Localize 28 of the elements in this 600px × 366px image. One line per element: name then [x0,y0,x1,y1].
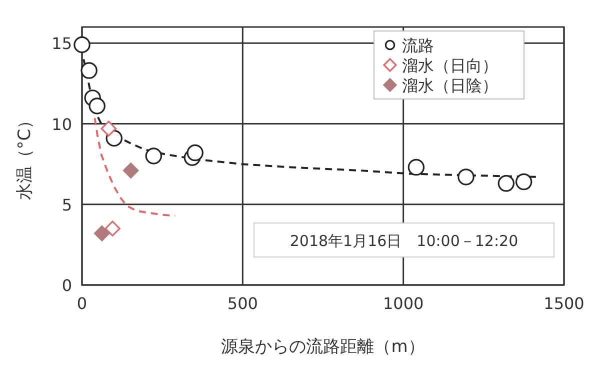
y-tick-label: 10 [52,114,72,134]
legend-label: 溜水（日陰） [402,76,498,95]
note-box: 2018年1月16日 10:00－12:20 [254,222,554,258]
x-tick-label: 500 [227,294,258,313]
point [74,36,90,54]
point [458,168,474,186]
x-tick-label: 1500 [544,294,584,313]
point [186,144,204,162]
point [94,225,110,242]
x-axis-title: 源泉からの流路距離（m） [221,337,425,357]
point [122,162,139,178]
legend-label: 流路 [402,36,434,55]
point [515,173,532,190]
point [80,62,98,79]
point [100,120,117,136]
legend-label: 溜水（日向） [402,56,498,75]
y-tick-label: 0 [62,276,72,295]
point [145,148,162,164]
y-tick-label: 15 [52,34,72,54]
point [498,175,515,192]
point [408,158,425,176]
point [88,98,106,114]
y-tick-label: 5 [62,195,72,214]
x-tick-label: 1000 [382,294,424,313]
y-axis-title: 水温（°C） [15,112,35,200]
x-tick-label: 0 [76,294,88,313]
point [104,220,120,236]
annotation: 2018年1月16日 10:00－12:20 [290,232,518,250]
